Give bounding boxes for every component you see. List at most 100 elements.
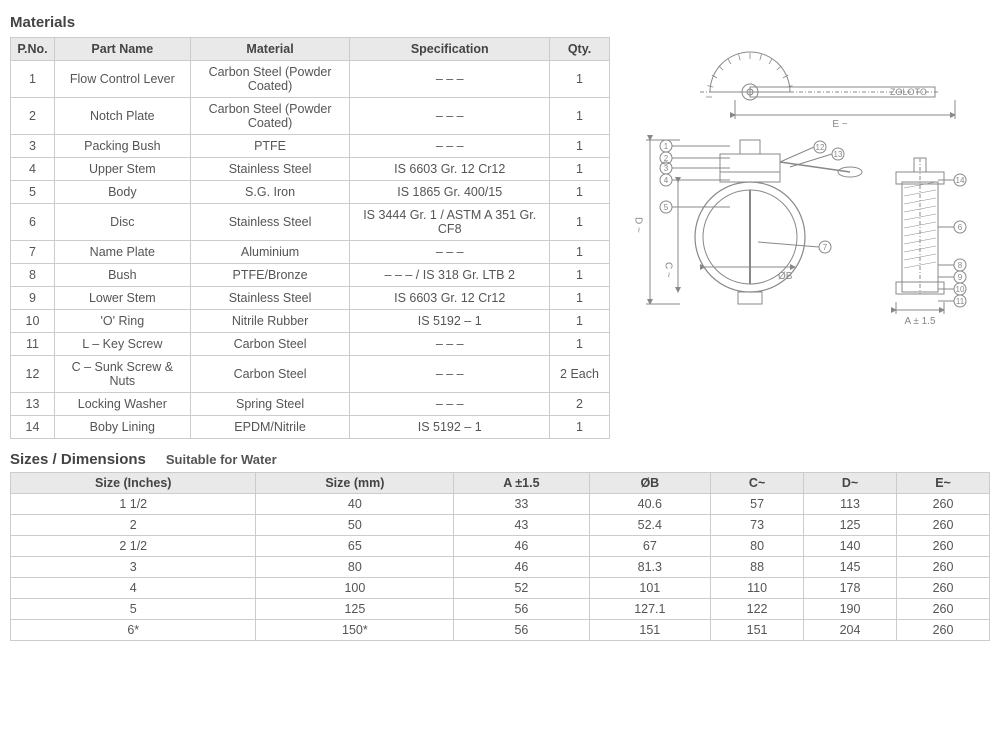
sizes-cell: 260: [897, 536, 990, 557]
sizes-heading: Sizes / Dimensions: [10, 451, 146, 468]
sizes-th: C~: [711, 473, 804, 494]
table-row: 13Locking WasherSpring Steel– – –2: [11, 393, 610, 416]
svg-text:9: 9: [958, 273, 963, 282]
cell-pno: 14: [11, 416, 55, 439]
table-row: 8BushPTFE/Bronze– – – / IS 318 Gr. LTB 2…: [11, 264, 610, 287]
sizes-cell: 2: [11, 515, 256, 536]
table-row: 12C – Sunk Screw & NutsCarbon Steel– – –…: [11, 356, 610, 393]
cell-pno: 8: [11, 264, 55, 287]
table-row: 2504352.473125260: [11, 515, 990, 536]
sizes-cell: 81.3: [589, 557, 711, 578]
sizes-cell: 127.1: [589, 599, 711, 620]
svg-text:ØB: ØB: [778, 271, 793, 282]
th-pno: P.No.: [11, 38, 55, 61]
cell-part: Lower Stem: [54, 287, 190, 310]
cell-qty: 1: [550, 158, 610, 181]
svg-text:12: 12: [816, 143, 825, 152]
svg-text:4: 4: [664, 176, 669, 185]
cell-qty: 1: [550, 333, 610, 356]
svg-text:A ± 1.5: A ± 1.5: [904, 316, 936, 327]
sizes-cell: 40: [256, 494, 454, 515]
cell-spec: IS 5192 – 1: [350, 310, 550, 333]
sizes-cell: 46: [454, 557, 589, 578]
cell-spec: IS 1865 Gr. 400/15: [350, 181, 550, 204]
cell-spec: – – –: [350, 61, 550, 98]
sizes-cell: 151: [711, 620, 804, 641]
cell-pno: 1: [11, 61, 55, 98]
sizes-cell: 5: [11, 599, 256, 620]
sizes-cell: 260: [897, 620, 990, 641]
sizes-cell: 33: [454, 494, 589, 515]
sizes-cell: 101: [589, 578, 711, 599]
svg-text:10: 10: [956, 285, 965, 294]
table-row: 1Flow Control LeverCarbon Steel (Powder …: [11, 61, 610, 98]
th-spec: Specification: [350, 38, 550, 61]
sizes-cell: 88: [711, 557, 804, 578]
svg-text:E ~: E ~: [832, 119, 847, 130]
sizes-cell: 122: [711, 599, 804, 620]
cell-part: C – Sunk Screw & Nuts: [54, 356, 190, 393]
cell-part: 'O' Ring: [54, 310, 190, 333]
sizes-cell: 56: [454, 599, 589, 620]
sizes-cell: 52: [454, 578, 589, 599]
sizes-th: ØB: [589, 473, 711, 494]
table-row: 2 1/265466780140260: [11, 536, 990, 557]
cell-pno: 10: [11, 310, 55, 333]
cell-pno: 11: [11, 333, 55, 356]
cell-spec: – – –: [350, 135, 550, 158]
sizes-cell: 140: [804, 536, 897, 557]
sizes-cell: 50: [256, 515, 454, 536]
cell-part: Notch Plate: [54, 98, 190, 135]
cell-material: Aluminium: [190, 241, 350, 264]
table-row: 7Name PlateAluminium– – –1: [11, 241, 610, 264]
sizes-cell: 125: [256, 599, 454, 620]
cell-spec: – – – / IS 318 Gr. LTB 2: [350, 264, 550, 287]
table-row: 3Packing BushPTFE– – –1: [11, 135, 610, 158]
cell-qty: 1: [550, 287, 610, 310]
cell-material: Spring Steel: [190, 393, 350, 416]
table-row: 11L – Key ScrewCarbon Steel– – –1: [11, 333, 610, 356]
cell-part: L – Key Screw: [54, 333, 190, 356]
svg-text:8: 8: [958, 261, 963, 270]
sizes-cell: 67: [589, 536, 711, 557]
sizes-th: Size (mm): [256, 473, 454, 494]
cell-part: Disc: [54, 204, 190, 241]
svg-text:ZOLOTO: ZOLOTO: [890, 87, 927, 97]
cell-material: Carbon Steel (Powder Coated): [190, 98, 350, 135]
cell-part: Bush: [54, 264, 190, 287]
sizes-cell: 73: [711, 515, 804, 536]
sizes-cell: 65: [256, 536, 454, 557]
table-row: 1 1/2403340.657113260: [11, 494, 990, 515]
sizes-cell: 43: [454, 515, 589, 536]
sizes-cell: 260: [897, 515, 990, 536]
table-row: 3804681.388145260: [11, 557, 990, 578]
sizes-cell: 260: [897, 494, 990, 515]
sizes-table: Size (Inches)Size (mm)A ±1.5ØBC~D~E~ 1 1…: [10, 472, 990, 641]
table-row: 512556127.1122190260: [11, 599, 990, 620]
table-row: 14Boby LiningEPDM/NitrileIS 5192 – 11: [11, 416, 610, 439]
table-row: 9Lower StemStainless SteelIS 6603 Gr. 12…: [11, 287, 610, 310]
cell-part: Flow Control Lever: [54, 61, 190, 98]
cell-spec: IS 3444 Gr. 1 / ASTM A 351 Gr. CF8: [350, 204, 550, 241]
cell-material: EPDM/Nitrile: [190, 416, 350, 439]
cell-qty: 1: [550, 61, 610, 98]
cell-spec: – – –: [350, 98, 550, 135]
cell-material: Carbon Steel: [190, 333, 350, 356]
technical-diagram: ZOLOTOE ~1234512137ØBD ~C ~146891011A ± …: [620, 37, 980, 347]
cell-qty: 1: [550, 310, 610, 333]
cell-part: Upper Stem: [54, 158, 190, 181]
materials-heading: Materials: [10, 14, 990, 31]
sizes-cell: 150*: [256, 620, 454, 641]
cell-pno: 2: [11, 98, 55, 135]
materials-table: P.No. Part Name Material Specification Q…: [10, 37, 610, 439]
cell-spec: IS 6603 Gr. 12 Cr12: [350, 287, 550, 310]
sizes-cell: 110: [711, 578, 804, 599]
sizes-cell: 260: [897, 557, 990, 578]
th-mat: Material: [190, 38, 350, 61]
svg-text:7: 7: [823, 243, 828, 252]
sizes-cell: 151: [589, 620, 711, 641]
table-row: 4Upper StemStainless SteelIS 6603 Gr. 12…: [11, 158, 610, 181]
cell-spec: – – –: [350, 393, 550, 416]
svg-text:C ~: C ~: [663, 262, 674, 278]
cell-qty: 1: [550, 98, 610, 135]
